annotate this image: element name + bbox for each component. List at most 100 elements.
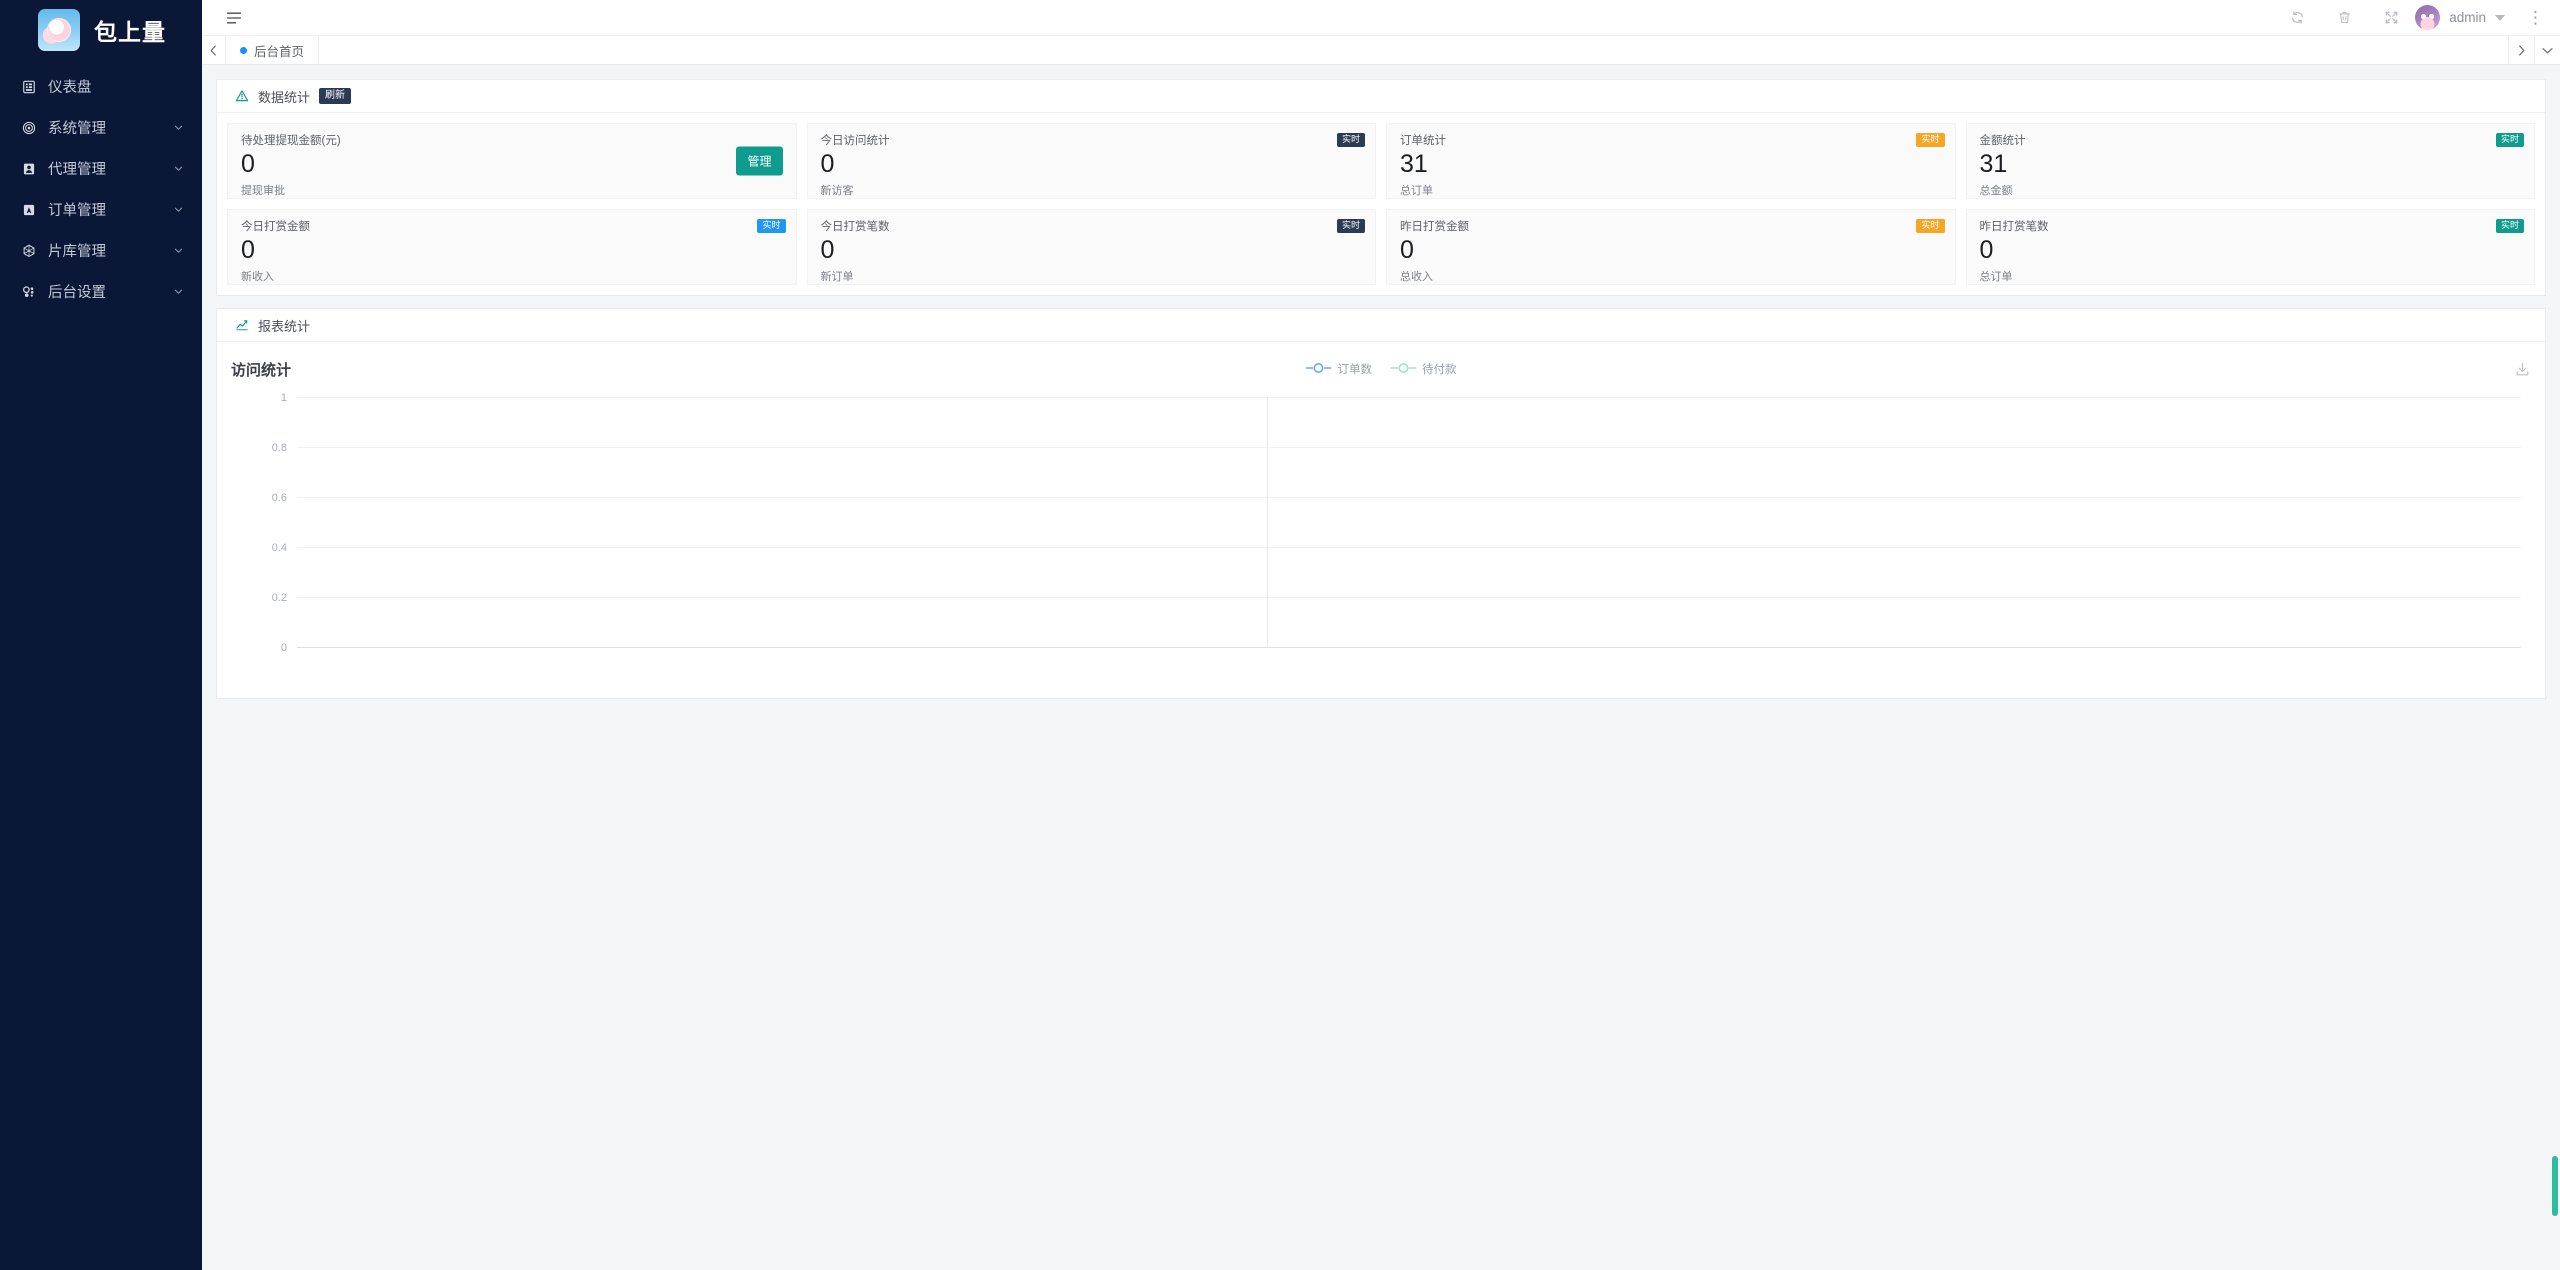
sidebar-item-dashboard[interactable]: 仪表盘 [0,66,202,107]
status-badge: 实时 [2495,219,2524,233]
chart-line-icon [235,318,249,332]
stat-card-grid: 待处理提现金额(元) 0 提现审批 管理 今日访问统计 0 新访客 实时 [217,113,2545,295]
user-card-icon [18,162,40,176]
sliders-icon [18,285,40,299]
tab-backend-home[interactable]: 后台首页 [226,36,320,64]
stat-card-body: 金额统计 31 总金额 [1980,135,2026,198]
page-content: 数据统计 刷新 待处理提现金额(元) 0 提现审批 管理 [202,65,2560,1270]
stat-card-subtitle: 新访客 [820,184,854,197]
topbar: admin ⋮ [202,0,2560,36]
y-tick-label: 0.6 [272,492,287,504]
stat-card[interactable]: 今日打赏金额 0 新收入 实时 [227,209,797,285]
stat-card-value: 0 [1400,236,1414,265]
stat-card-value: 31 [1979,150,2008,179]
report-statistics-header: 报表统计 [217,309,2545,342]
stat-card[interactable]: 订单统计 31 总订单 实时 [1386,123,1956,199]
stat-card-body: 今日访问统计 0 新访客 [821,135,890,198]
stat-card-body: 订单统计 31 总订单 [1400,135,1446,198]
stat-card-value: 0 [820,150,835,179]
refresh-button[interactable]: 刷新 [319,88,352,104]
rabbit-avatar-logo [38,9,80,51]
stat-card[interactable]: 待处理提现金额(元) 0 提现审批 管理 [227,123,797,199]
stat-card-body: 昨日打赏金额 0 总收入 [1400,221,1469,284]
film-library-icon [18,244,40,258]
stat-card[interactable]: 今日打赏笔数 0 新订单 实时 [806,209,1376,285]
user-menu[interactable]: admin [2415,5,2505,30]
status-badge: 实时 [2495,133,2524,147]
sidebar: 包上量 仪表盘 系统管理 [0,0,202,1270]
sidebar-item-label: 仪表盘 [48,80,92,96]
sidebar-item-label: 订单管理 [48,203,106,219]
stat-card-subtitle: 总金额 [1979,184,2013,197]
chart-plot-area: 1 0.8 0.6 0.4 0.2 0 [231,392,2531,680]
stat-card-subtitle: 提现审批 [241,184,285,197]
manage-button[interactable]: 管理 [736,146,783,176]
status-badge: 实时 [1336,219,1365,233]
chevron-down-icon [173,245,184,256]
status-badge: 实时 [1916,219,1945,233]
sidebar-item-order[interactable]: 订单管理 [0,189,202,230]
sidebar-item-agent[interactable]: 代理管理 [0,148,202,189]
page-scrollbar-thumb[interactable] [2552,1156,2558,1216]
stat-card-subtitle: 总收入 [1400,270,1433,283]
y-tick-label: 1 [281,392,287,404]
legend-label: 待付款 [1422,364,1457,376]
stat-card-body: 今日打赏金额 0 新收入 [241,221,310,284]
y-tick-label: 0 [281,642,287,654]
visit-statistics-chart-card: 访问统计 订单数 [217,342,2545,698]
data-statistics-title: 数据统计 [258,89,311,105]
legend-label: 订单数 [1337,364,1373,376]
hamburger-icon[interactable] [226,10,242,26]
stat-card[interactable]: 金额统计 31 总金额 实时 [1965,123,2535,199]
report-statistics-panel: 报表统计 访问统计 订单数 [216,308,2546,699]
brand-name: 包上量 [94,19,166,45]
page-scrollbar[interactable] [2552,65,2558,1270]
report-statistics-title: 报表统计 [258,318,311,334]
warning-triangle-icon [235,89,249,103]
stat-card-value: 0 [241,150,255,179]
legend-item-pending-payment[interactable]: 待付款 [1390,361,1457,377]
tabbar: 后台首页 [202,36,2560,65]
tab-active-dot [240,46,247,54]
y-tick-label: 0.4 [272,542,287,554]
fullscreen-icon[interactable] [2384,10,2399,25]
stat-card-subtitle: 新收入 [241,270,274,283]
user-avatar [2415,5,2441,30]
data-statistics-panel: 数据统计 刷新 待处理提现金额(元) 0 提现审批 管理 [216,79,2546,296]
chevron-down-icon [173,286,184,297]
status-badge: 实时 [757,219,786,233]
kebab-menu-icon[interactable]: ⋮ [2527,8,2544,27]
stat-card-title: 金额统计 [1979,135,2026,147]
sidebar-item-label: 代理管理 [48,162,106,178]
data-statistics-header: 数据统计 刷新 [217,80,2545,113]
stat-card-title: 今日访问统计 [820,135,890,147]
chart-svg: 1 0.8 0.6 0.4 0.2 0 [272,392,2521,654]
tabbar-next-button[interactable] [2508,36,2534,64]
stat-card-title: 订单统计 [1400,135,1446,147]
stat-card-value: 31 [1400,150,1428,179]
tabbar-prev-button[interactable] [202,36,226,64]
tabbar-controls [2508,36,2560,64]
chevron-down-icon [173,204,184,215]
stat-card[interactable]: 昨日打赏笔数 0 总订单 实时 [1965,209,2535,285]
main-area: admin ⋮ 后台首页 [202,0,2560,1270]
stat-card[interactable]: 今日访问统计 0 新访客 实时 [806,123,1376,199]
legend-item-orders[interactable]: 订单数 [1305,361,1373,377]
download-icon[interactable] [2514,361,2531,378]
sidebar-item-film-library[interactable]: 片库管理 [0,230,202,271]
tab-label: 后台首页 [254,44,305,59]
stat-card[interactable]: 昨日打赏金额 0 总收入 实时 [1386,209,1956,285]
stat-card-value: 0 [820,236,835,265]
chevron-down-icon [173,122,184,133]
trash-icon[interactable] [2337,10,2352,25]
tabbar-dropdown-button[interactable] [2534,36,2560,64]
brand[interactable]: 包上量 [0,0,202,60]
refresh-icon[interactable] [2290,10,2305,25]
sidebar-item-label: 系统管理 [48,121,106,137]
dashboard-icon [18,80,40,94]
sidebar-item-backend-settings[interactable]: 后台设置 [0,271,202,312]
sidebar-item-system[interactable]: 系统管理 [0,107,202,148]
chart-gridlines [297,397,2521,598]
legend-marker-line-circle [1305,362,1332,377]
